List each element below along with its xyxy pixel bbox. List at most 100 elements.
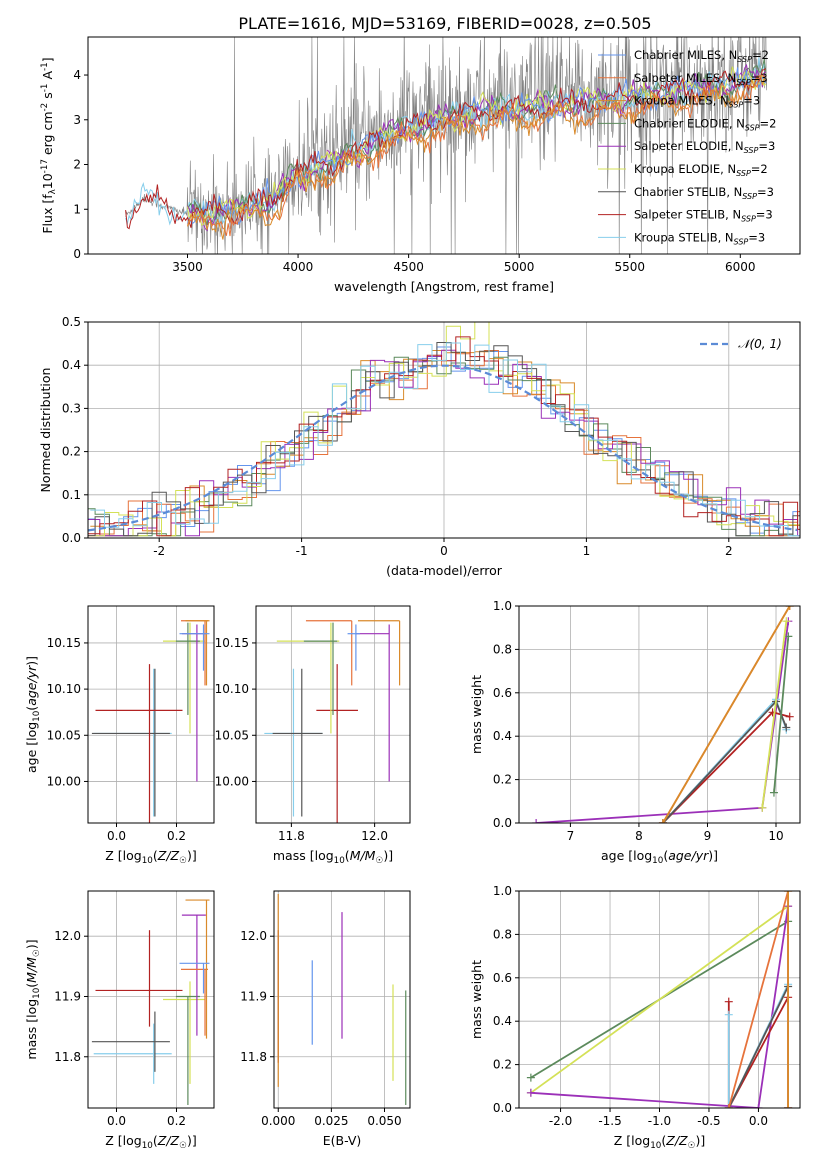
x-axis-label: Z [log10(Z/Z☉)] bbox=[105, 848, 197, 866]
model-line-chabrier-elodie bbox=[187, 59, 767, 226]
x-tick-label: 3500 bbox=[172, 260, 203, 274]
weight-marker bbox=[724, 1104, 733, 1108]
x-tick-label: 5500 bbox=[614, 260, 645, 274]
weight-marker bbox=[784, 632, 793, 641]
model-line-salpeter-miles bbox=[187, 73, 767, 237]
plot-area bbox=[526, 891, 793, 1108]
plot-area bbox=[88, 322, 800, 537]
panel-mass_vs_ebv: 0.000 0.025 0.050 11.8 11.9 12.0 E(B-V) bbox=[240, 890, 411, 1148]
x-tick-label: 11.8 bbox=[278, 829, 305, 843]
weight-line-chabrier-stelib bbox=[727, 986, 789, 1108]
x-tick-label: 9 bbox=[704, 829, 712, 843]
error-bar-chabrier-stelib bbox=[272, 668, 323, 817]
y-tick-label: 0.6 bbox=[493, 971, 512, 985]
y-tick-label: 10.05 bbox=[215, 728, 249, 742]
legend-label: Kroupa ELODIE, NSSP=2 bbox=[634, 162, 768, 178]
x-tick-label: 4000 bbox=[283, 260, 314, 274]
x-tick-label: 7 bbox=[567, 829, 575, 843]
x-tick-label: -1 bbox=[296, 544, 308, 558]
weight-line-salpeter-stelib bbox=[662, 711, 790, 823]
legend-label: Chabrier STELIB, NSSP=3 bbox=[634, 185, 774, 201]
error-bar-chabrier-stelib bbox=[91, 668, 170, 817]
y-tick-label: 0 bbox=[73, 247, 81, 261]
x-axis-label: (data-model)/error bbox=[386, 563, 503, 578]
y-tick-label: 3 bbox=[73, 113, 81, 127]
x-tick-label: 0.2 bbox=[167, 829, 186, 843]
y-axis-label: age [log10(age/yr)] bbox=[24, 656, 42, 773]
y-tick-label: 0.8 bbox=[493, 927, 512, 941]
plot-area bbox=[264, 620, 401, 823]
error-bar-kroupa-elodie bbox=[163, 622, 205, 734]
weight-line-kroupa-elodie bbox=[530, 905, 789, 1094]
y-axis-label: mass weight bbox=[469, 675, 484, 754]
panel-residuals: -2 -1 0 1 2 0.0 0.1 0.2 0.3 0.4 0.5 (data-model)/er… bbox=[38, 315, 801, 578]
error-bar-salpeter-stelib bbox=[95, 664, 183, 823]
legend-label: Kroupa STELIB, NSSP=3 bbox=[634, 230, 765, 246]
weight-marker bbox=[782, 617, 791, 626]
plot-area bbox=[532, 606, 794, 823]
weight-marker bbox=[785, 606, 794, 610]
model-line-kroupa-miles bbox=[187, 75, 767, 240]
error-bar-kroupa-stelib bbox=[93, 1023, 172, 1084]
error-bar-salpeter-elodie bbox=[355, 624, 390, 782]
weight-line-kroupa-elodie bbox=[761, 621, 788, 808]
weight-marker bbox=[782, 723, 791, 732]
x-tick-label: 5000 bbox=[504, 260, 535, 274]
y-tick-label: 12.0 bbox=[240, 929, 267, 943]
weight-line-chabrier-elodie bbox=[773, 636, 790, 793]
axes-frame bbox=[87, 890, 215, 1109]
y-tick-label: 1.0 bbox=[493, 884, 512, 898]
y-tick-label: 4 bbox=[73, 68, 81, 82]
error-bar-salpeter-stelib bbox=[95, 930, 183, 1027]
y-tick-label: 0.2 bbox=[62, 445, 81, 459]
weight-marker bbox=[526, 1073, 535, 1082]
error-bar-kroupa-miles bbox=[185, 620, 210, 686]
x-tick-label: -2.0 bbox=[549, 1114, 572, 1128]
error-bar-kroupa-elodie bbox=[163, 981, 205, 1084]
y-tick-label: 0.2 bbox=[493, 773, 512, 787]
y-tick-label: 0.4 bbox=[493, 1014, 512, 1028]
y-tick-label: 11.9 bbox=[54, 989, 81, 1003]
error-bar-chabrier-elodie bbox=[175, 622, 200, 715]
panel-spectrum: 3500 4000 4500 5000 5500 6000 0 1 2 3 4 wavelength … bbox=[40, 36, 801, 294]
y-tick-label: 1 bbox=[73, 202, 81, 216]
legend-label: Salpeter MILES, NSSP=3 bbox=[634, 71, 768, 87]
x-tick-label: -1.5 bbox=[598, 1114, 621, 1128]
panel-mass_vs_Z: 0.0 0.2 11.8 11.9 12.0 Z [log10(Z/Z☉)] mass [l… bbox=[24, 890, 215, 1151]
y-tick-label: 0.4 bbox=[62, 358, 81, 372]
x-axis-label: wavelength [Angstrom, rest frame] bbox=[334, 279, 554, 294]
error-bar-salpeter-elodie bbox=[181, 624, 206, 782]
error-bar-chabrier-elodie bbox=[303, 622, 338, 715]
x-axis-label: E(B-V) bbox=[323, 1133, 362, 1148]
x-tick-label: 0.2 bbox=[167, 1114, 186, 1128]
y-tick-label: 10.05 bbox=[47, 728, 81, 742]
gaussian-curve bbox=[88, 364, 798, 532]
axes-frame bbox=[87, 605, 215, 824]
panel-massweight_vs_Z: -2.0 -1.5 -1.0 -0.5 0.0 0.0 0.2 0.4 0.6 0.8 1.0 Z [… bbox=[469, 884, 801, 1151]
axes-frame bbox=[255, 605, 411, 824]
weight-marker bbox=[532, 819, 541, 823]
x-tick-label: -0.5 bbox=[697, 1114, 720, 1128]
error-bar-chabrier-miles bbox=[179, 962, 210, 994]
weight-marker bbox=[658, 819, 667, 823]
x-tick-label: -1.0 bbox=[648, 1114, 671, 1128]
legend-label: Kroupa MILES, NSSP=3 bbox=[634, 94, 760, 110]
x-tick-label: 2 bbox=[725, 544, 733, 558]
error-bar-salpeter-stelib bbox=[316, 664, 358, 823]
histogram-salpeter-stelib bbox=[88, 336, 800, 537]
histogram-chabrier-miles bbox=[88, 346, 800, 537]
histogram-chabrier-elodie bbox=[88, 356, 800, 537]
panel-massweight_vs_age: 7 8 9 10 0.0 0.2 0.4 0.6 0.8 1.0 age [log10(age/yr… bbox=[469, 599, 801, 866]
legend-label: Salpeter STELIB, NSSP=3 bbox=[634, 208, 773, 224]
axes-frame bbox=[273, 890, 411, 1109]
error-bar-kroupa-miles bbox=[185, 899, 210, 1039]
plot-area bbox=[277, 894, 407, 1105]
y-tick-label: 10.00 bbox=[47, 774, 81, 788]
weight-marker bbox=[769, 788, 778, 797]
y-tick-label: 0.8 bbox=[493, 642, 512, 656]
figure-title: PLATE=1616, MJD=53169, FIBERID=0028, z=0… bbox=[238, 14, 651, 33]
y-tick-label: 0.2 bbox=[493, 1058, 512, 1072]
y-tick-label: 10.15 bbox=[47, 636, 81, 650]
x-tick-label: 4500 bbox=[393, 260, 424, 274]
